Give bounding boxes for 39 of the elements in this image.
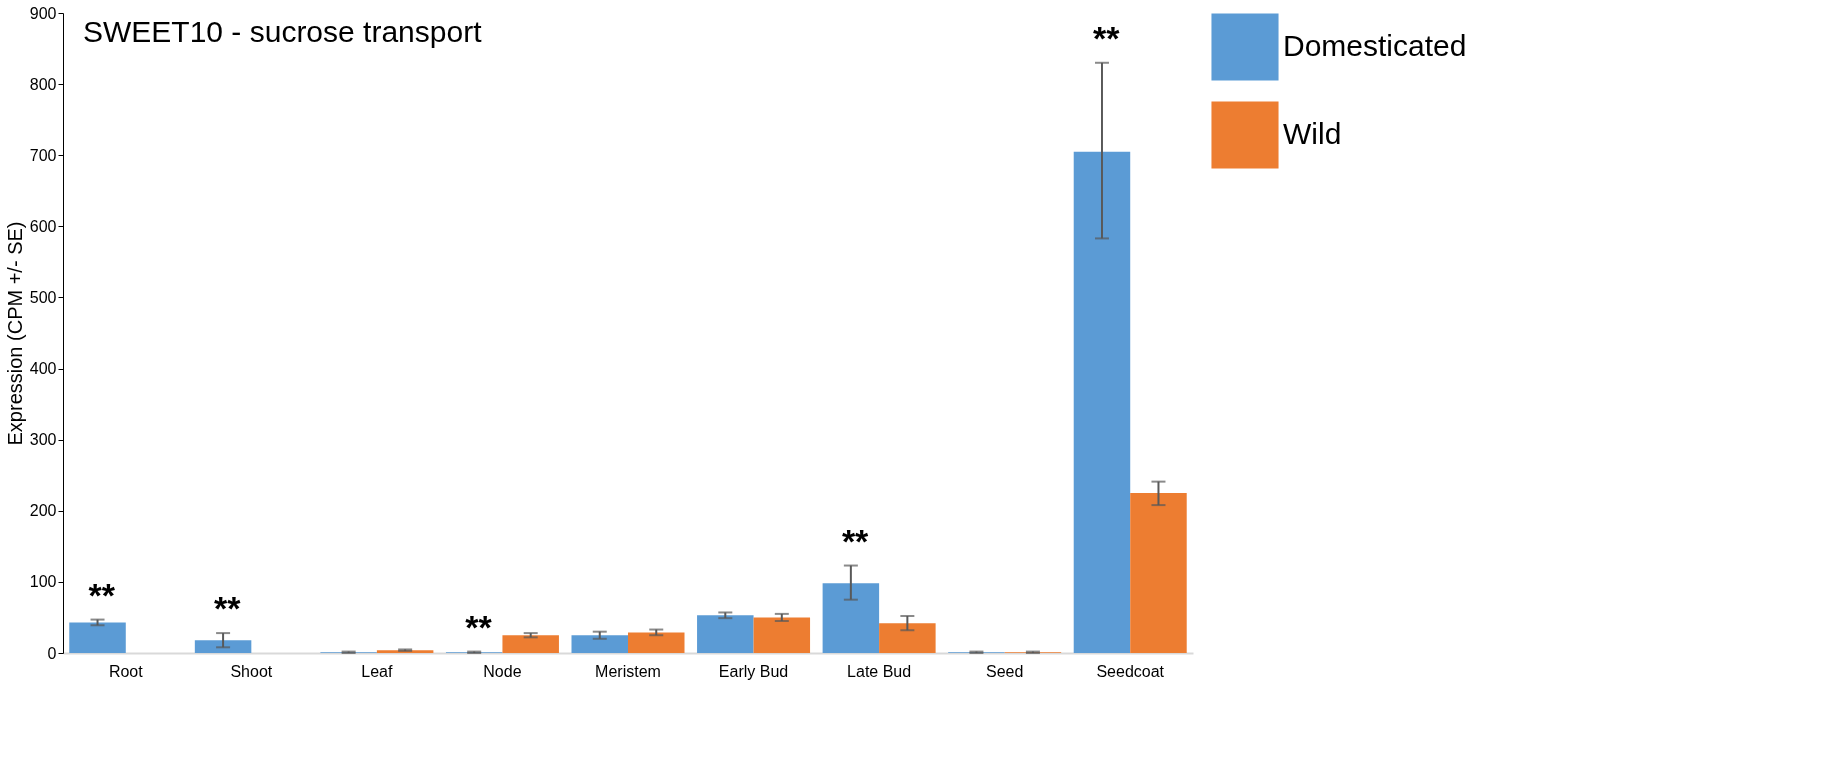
x-tick-label: Late Bud [847,662,912,680]
bar [1073,151,1131,653]
y-tick-label: 300 [29,431,57,449]
x-tick-label: Seedcoat [1096,662,1165,680]
bar [69,622,126,653]
y-tick-label: 400 [29,360,57,378]
y-tick-label: 900 [29,4,57,22]
y-tick-label: 700 [29,146,57,164]
bar [697,615,754,653]
annotation: ** [465,607,493,646]
bar [822,583,880,653]
legend-label: Wild [1283,117,1342,150]
y-tick-label: 200 [29,502,57,520]
x-tick-label: Early Bud [718,662,789,680]
y-tick-label: 500 [29,288,57,306]
chart-title: SWEET10 - sucrose transport [83,15,483,48]
bar [194,640,252,653]
annotation: ** [841,521,870,560]
y-tick-label: 0 [47,644,57,662]
x-tick-label: Node [483,662,522,680]
y-tick-label: 600 [29,217,57,235]
legend-label: Domesticated [1283,29,1467,62]
y-axis-title: Expression (CPM +/- SE) [3,221,26,446]
bar [753,617,811,653]
annotation: ** [88,575,116,614]
annotation: ** [214,589,242,628]
bar [879,623,936,653]
x-tick-label: Shoot [230,662,273,680]
x-tick-label: Leaf [361,662,394,680]
y-tick-label: 100 [29,573,57,591]
annotation: ** [1092,18,1121,57]
bar [502,635,559,653]
x-tick-label: Meristem [595,662,661,680]
bar [1130,493,1187,653]
y-tick-label: 800 [29,75,57,93]
x-tick-label: Root [108,662,144,680]
x-tick-label: Seed [985,662,1024,680]
bar [628,632,685,653]
bar [571,635,628,653]
